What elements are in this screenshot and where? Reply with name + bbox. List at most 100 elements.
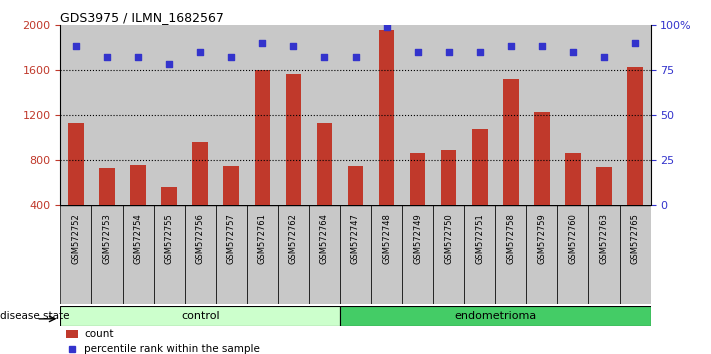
Text: GSM572759: GSM572759 [538, 213, 546, 264]
Point [567, 49, 579, 55]
Text: GSM572760: GSM572760 [568, 213, 577, 264]
Bar [154, 25, 185, 205]
Bar [619, 205, 651, 304]
Bar [215, 205, 247, 304]
Bar [130, 165, 146, 205]
Text: control: control [181, 311, 220, 321]
Bar [627, 67, 643, 205]
Point [350, 55, 361, 60]
Point [257, 40, 268, 46]
Point [319, 55, 330, 60]
Point [443, 49, 454, 55]
Point [381, 24, 392, 29]
Bar [534, 112, 550, 205]
Bar [557, 25, 589, 205]
Point [70, 44, 82, 49]
Bar [371, 205, 402, 304]
Bar [60, 205, 92, 304]
Text: GSM572753: GSM572753 [102, 213, 112, 264]
Bar [589, 205, 619, 304]
Bar [526, 205, 557, 304]
Text: count: count [84, 329, 114, 339]
Bar [557, 205, 589, 304]
Bar [589, 25, 619, 205]
Bar [410, 153, 425, 205]
Bar [340, 25, 371, 205]
Text: GSM572757: GSM572757 [227, 213, 236, 264]
Bar [161, 187, 177, 205]
Text: GSM572763: GSM572763 [599, 213, 609, 264]
Text: GSM572754: GSM572754 [134, 213, 143, 264]
Bar [215, 25, 247, 205]
Text: GSM572755: GSM572755 [165, 213, 173, 264]
Bar [433, 205, 464, 304]
Bar [371, 25, 402, 205]
Text: GSM572756: GSM572756 [196, 213, 205, 264]
Bar [464, 25, 496, 205]
Bar [309, 25, 340, 205]
Bar [402, 205, 433, 304]
Bar [66, 330, 78, 338]
Point [412, 49, 423, 55]
Text: GSM572748: GSM572748 [382, 213, 391, 264]
Bar [185, 25, 215, 205]
Bar [348, 166, 363, 205]
Bar [565, 153, 581, 205]
Point [505, 44, 516, 49]
Bar [379, 30, 395, 205]
Text: GSM572747: GSM572747 [351, 213, 360, 264]
Bar [309, 205, 340, 304]
Bar [92, 25, 122, 205]
Bar [247, 205, 278, 304]
Point [536, 44, 547, 49]
Bar [122, 25, 154, 205]
Text: GSM572762: GSM572762 [289, 213, 298, 264]
Bar [402, 25, 433, 205]
Text: disease state: disease state [0, 311, 70, 321]
Bar [464, 205, 496, 304]
Bar [433, 25, 464, 205]
Bar [278, 25, 309, 205]
Bar [68, 123, 84, 205]
Bar [185, 205, 215, 304]
Bar [597, 167, 611, 205]
Point [102, 55, 113, 60]
Point [225, 55, 237, 60]
Text: GSM572765: GSM572765 [631, 213, 639, 264]
Bar [441, 150, 456, 205]
Bar [92, 205, 122, 304]
Text: GSM572752: GSM572752 [72, 213, 80, 264]
Point [598, 55, 609, 60]
Bar [60, 25, 92, 205]
Text: GSM572764: GSM572764 [320, 213, 329, 264]
Bar [619, 25, 651, 205]
Bar [154, 205, 185, 304]
Point [474, 49, 486, 55]
Bar [278, 205, 309, 304]
Bar [503, 79, 518, 205]
Bar [496, 25, 526, 205]
Bar [193, 142, 208, 205]
Text: endometrioma: endometrioma [454, 311, 536, 321]
Bar [286, 74, 301, 205]
Point [195, 49, 206, 55]
Text: GSM572749: GSM572749 [413, 213, 422, 264]
Point [164, 62, 175, 67]
Bar [122, 205, 154, 304]
Point [132, 55, 144, 60]
Text: GDS3975 / ILMN_1682567: GDS3975 / ILMN_1682567 [60, 11, 224, 24]
Text: percentile rank within the sample: percentile rank within the sample [84, 344, 260, 354]
Bar [340, 205, 371, 304]
Text: GSM572750: GSM572750 [444, 213, 453, 264]
Bar [340, 306, 651, 326]
Bar [316, 123, 332, 205]
Bar [60, 306, 340, 326]
Bar [526, 25, 557, 205]
Point [629, 40, 641, 46]
Text: GSM572758: GSM572758 [506, 213, 515, 264]
Bar [223, 166, 239, 205]
Text: GSM572751: GSM572751 [475, 213, 484, 264]
Bar [255, 70, 270, 205]
Bar [496, 205, 526, 304]
Point [288, 44, 299, 49]
